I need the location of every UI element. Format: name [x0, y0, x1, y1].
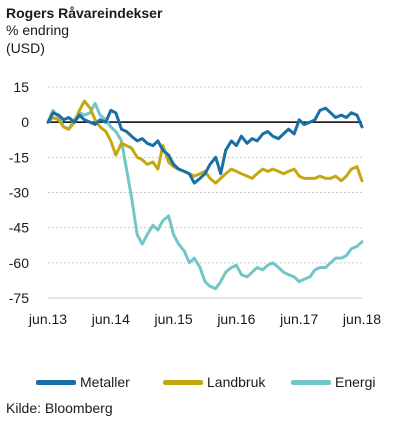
chart-title: Rogers Råvareindekser [6, 5, 163, 21]
series-line-metaller [46, 106, 364, 185]
grid-lines [48, 86, 362, 264]
series-line-energi [46, 101, 364, 291]
legend: Metaller Landbruk Energi [0, 371, 413, 393]
y-tick-label: -60 [9, 255, 29, 271]
chart-subtitle-unit: % endring [6, 22, 70, 38]
legend-item-energi: Energi [291, 371, 375, 393]
x-tick-label: jun.17 [279, 311, 318, 327]
chart-subtitle-currency: (USD) [6, 40, 45, 56]
x-tick-label: jun.13 [28, 311, 67, 327]
series-lines [46, 99, 364, 291]
y-axis-ticks: 15 0 -15 -30 -45 -60 -75 [9, 79, 29, 306]
legend-item-landbruk: Landbruk [163, 371, 265, 393]
x-tick-label: jun.15 [154, 311, 193, 327]
legend-item-metaller: Metaller [36, 371, 130, 393]
source-note: Kilde: Bloomberg [6, 400, 113, 416]
x-tick-label: jun.14 [91, 311, 130, 327]
legend-label-energi: Energi [335, 374, 376, 390]
y-tick-label: 15 [13, 79, 29, 95]
x-tick-label: jun.16 [216, 311, 255, 327]
x-tick-label: jun.18 [342, 311, 381, 327]
y-tick-label: 0 [21, 114, 29, 130]
legend-swatch-metaller [36, 379, 76, 385]
y-tick-label: -75 [9, 290, 29, 306]
legend-swatch-landbruk [163, 379, 203, 385]
legend-label-metaller: Metaller [80, 374, 130, 390]
legend-label-landbruk: Landbruk [207, 374, 266, 390]
y-tick-label: -15 [9, 149, 29, 165]
y-tick-label: -30 [9, 185, 29, 201]
x-axis-ticks: jun.13 jun.14 jun.15 jun.16 jun.17 jun.18 [28, 311, 381, 327]
legend-swatch-energi [291, 379, 331, 385]
y-tick-label: -45 [9, 220, 29, 236]
